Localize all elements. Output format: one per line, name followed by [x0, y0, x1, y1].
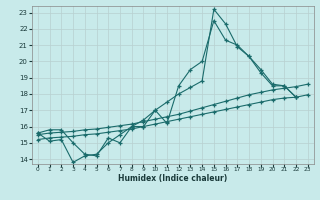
X-axis label: Humidex (Indice chaleur): Humidex (Indice chaleur) — [118, 174, 228, 183]
